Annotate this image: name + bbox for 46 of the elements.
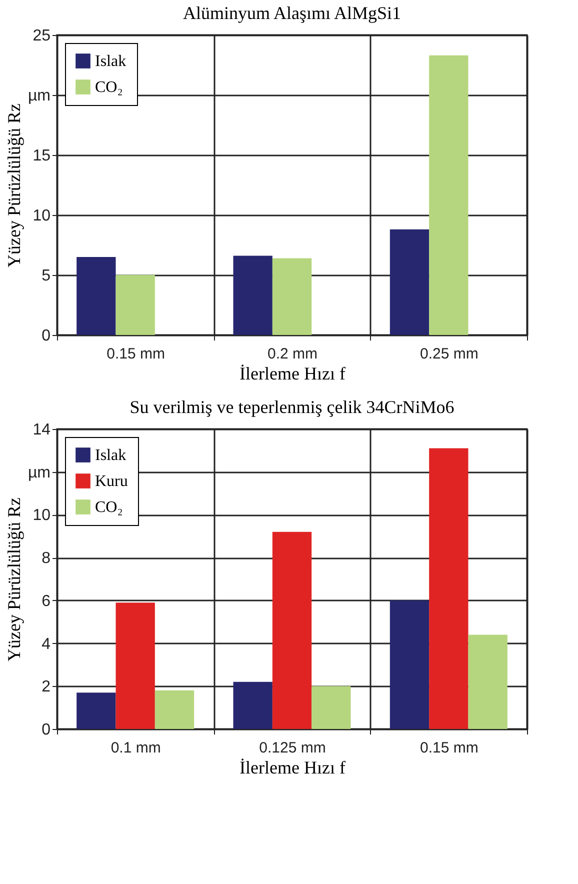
bar [233, 682, 272, 729]
y-tick-label: 4 [42, 636, 51, 653]
y-tick-label: 2 [42, 678, 51, 696]
y-tick-label: 15 [32, 148, 51, 164]
bar [390, 229, 430, 335]
bar [116, 602, 155, 729]
y-axis-title: Yüzey Pürüzlülüğü Rz [4, 104, 24, 268]
x-tick-label: 0.1 mm [110, 740, 161, 756]
bar [390, 600, 430, 729]
bar [429, 448, 468, 729]
y-tick-label: 8 [42, 550, 51, 568]
x-tick-label: 0.2 mm [267, 346, 318, 362]
legend-label: Kuru [95, 473, 128, 490]
y-tick-label: 6 [42, 592, 51, 610]
bar [76, 257, 116, 335]
x-tick-label: 0.25 mm [420, 346, 478, 362]
bar [429, 55, 468, 335]
bar [272, 258, 312, 335]
bar [312, 686, 351, 729]
y-tick-label: 5 [42, 268, 51, 284]
x-tick-label: 0.15 mm [106, 346, 166, 362]
legend-label: Islak [95, 447, 126, 464]
legend-label: CO₂ [95, 79, 123, 96]
bar [116, 275, 155, 335]
bar [233, 256, 272, 335]
x-tick-label: 0.125 mm [259, 740, 326, 756]
x-axis-title: İlerleme Hızı f [240, 364, 346, 384]
bar [154, 690, 194, 729]
legend-label: CO₂ [95, 499, 123, 516]
y-tick-label: 10 [32, 507, 51, 524]
bar [272, 532, 312, 729]
x-axis-title: İlerleme Hızı f [240, 758, 346, 778]
x-tick-label: 0.15 mm [420, 740, 478, 756]
chart-title: Alüminyum Alaşımı AlMgSi1 [182, 3, 402, 23]
y-tick-label: µm [28, 88, 50, 104]
y-tick-label: 10 [32, 208, 51, 224]
legend-label: Islak [95, 53, 126, 70]
bar [76, 692, 116, 729]
y-tick-label: µm [28, 464, 50, 482]
bar [468, 634, 508, 729]
y-tick-label: 25 [32, 28, 51, 44]
y-tick-label: 14 [32, 422, 51, 438]
y-tick-label: 0 [42, 328, 51, 344]
y-tick-label: 0 [42, 722, 51, 738]
y-axis-title: Yüzey Pürüzlülüğü Rz [4, 498, 24, 662]
chart-title: Su verilmiş ve teperlenmiş çelik 34CrNiMo6 [130, 397, 454, 417]
